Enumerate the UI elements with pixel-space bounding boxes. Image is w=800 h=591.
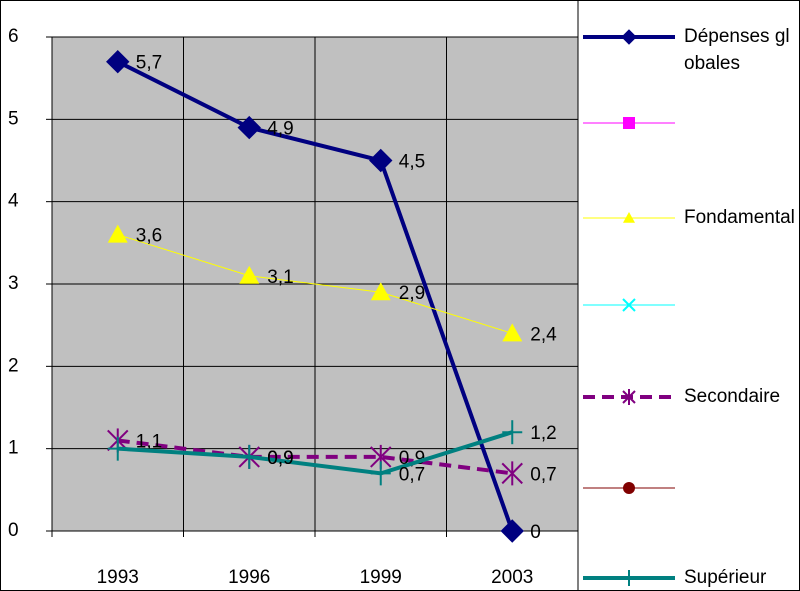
marker [623,212,635,223]
x-tick-label: 1999 [360,567,402,588]
data-label: 3,1 [267,267,293,288]
marker [107,224,128,243]
legend-label: Supérieur [684,567,767,588]
data-label: 1,1 [136,431,162,452]
series-line [117,438,513,476]
marker [623,570,635,586]
data-label: 4,5 [399,152,425,173]
marker [239,444,260,469]
series-line [116,59,515,532]
data-label: 2,4 [530,324,557,345]
marker [237,115,261,140]
y-tick-label: 2 [8,355,19,376]
marker [107,436,128,461]
data-label: 5,7 [136,53,162,74]
marker [500,519,524,543]
data-label: 0,7 [399,464,425,485]
data-label: 0,9 [267,448,293,469]
data-label: 3,6 [136,226,162,247]
marker [622,389,636,405]
marker [502,420,523,445]
data-label: 2,9 [399,283,425,304]
data-label: 1,2 [530,423,556,444]
marker [106,49,130,74]
y-tick-label: 0 [8,520,19,541]
x-tick-label: 1996 [228,567,270,588]
marker [501,461,523,486]
x-tick-label: 1993 [97,567,139,588]
series-line [117,430,513,476]
marker-stroke [622,298,636,312]
legend-label: Dépenses globales [684,26,790,74]
marker [239,265,260,284]
y-tick-label: 5 [8,108,19,129]
y-tick-label: 3 [8,273,19,294]
marker [621,29,637,45]
data-label: 4,9 [267,119,293,140]
y-tick-label: 4 [8,191,19,212]
marker [369,148,393,173]
data-label: 0 [530,522,541,543]
marker [623,117,635,129]
legend-label: Secondaire [684,386,781,407]
legend-label: Fondamental [684,207,795,228]
marker [370,282,391,301]
marker [370,461,391,486]
data-label: 0,9 [267,448,293,469]
y-tick-label: 6 [8,26,19,47]
series-line [117,234,513,334]
y-tick-label: 1 [8,438,19,459]
x-tick-label: 2003 [491,567,533,588]
data-label: 0,7 [530,464,556,485]
marker [502,323,523,342]
marker [623,482,635,494]
marker [622,298,636,312]
